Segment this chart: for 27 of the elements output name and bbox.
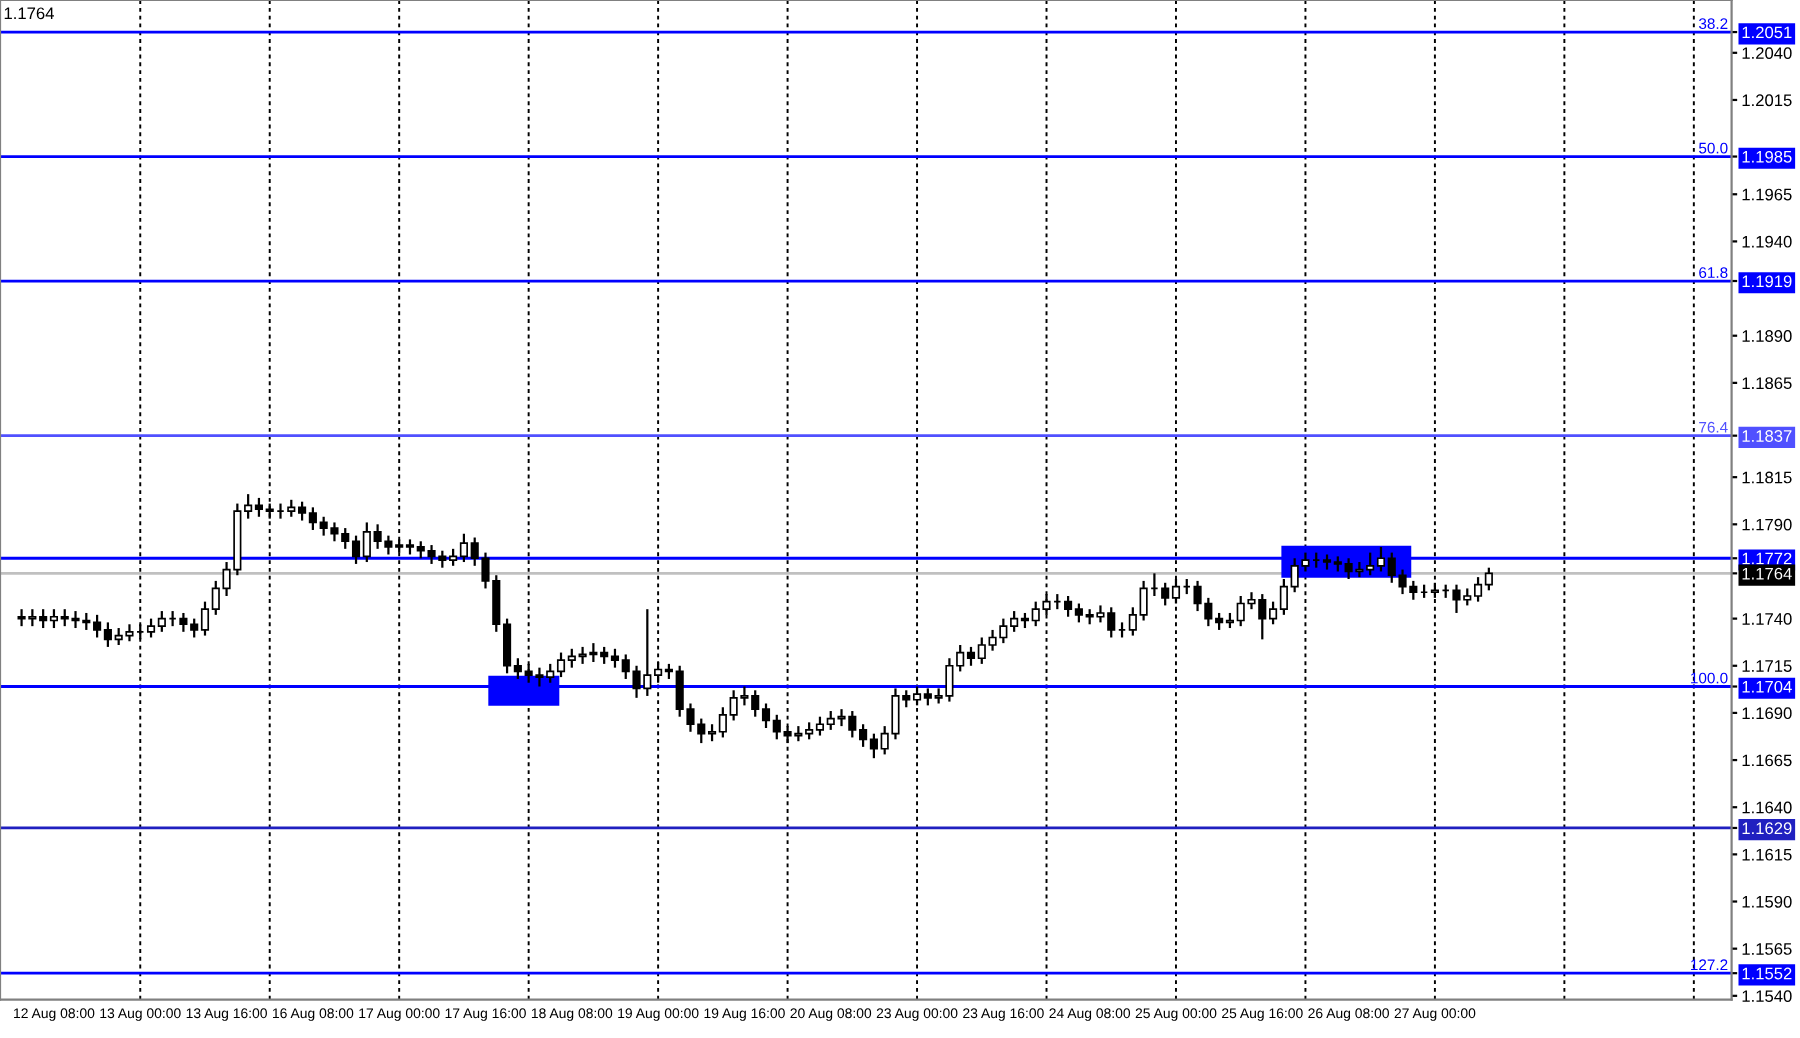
y-tick-label: 1.1690 — [1742, 707, 1792, 720]
y-tick-label: 1.1615 — [1742, 848, 1792, 861]
y-tick-label: 1.1772 — [1742, 552, 1792, 565]
annotation: 1.1764 — [4, 7, 54, 20]
y-tick-label: 1.1965 — [1742, 188, 1792, 201]
y-tick-label: 1.1740 — [1742, 613, 1792, 625]
y-tick-label: 1.1565 — [1742, 943, 1792, 955]
y-tick-label: 1.1865 — [1742, 377, 1792, 390]
y-tick-label: 1.1629 — [1742, 822, 1792, 835]
y-tick-label: 1.1704 — [1742, 680, 1792, 693]
y-tick-label: 1.1540 — [1742, 990, 1792, 1003]
y-tick-label: 1.1815 — [1742, 471, 1792, 484]
y-tick-label: 1.1940 — [1742, 235, 1792, 248]
y-tick-label: 1.1790 — [1742, 518, 1792, 531]
y-tick-label: 1.1764 — [1742, 567, 1792, 580]
y-tick-label: 1.1640 — [1742, 801, 1792, 814]
y-tick-label: 1.2040 — [1742, 47, 1792, 60]
y-tick-label: 1.1919 — [1742, 275, 1792, 288]
y-tick-label: 1.1552 — [1742, 967, 1792, 980]
y-tick-label: 1.1985 — [1742, 150, 1792, 163]
y-tick-label: 1.1665 — [1742, 754, 1792, 767]
y-tick-label: 1.1590 — [1742, 895, 1792, 908]
y-tick-label: 1.1837 — [1742, 430, 1792, 442]
y-tick-label: 1.1890 — [1742, 330, 1792, 342]
y-tick-label: 1.2051 — [1742, 26, 1792, 39]
y-tick-label: 1.1715 — [1742, 660, 1792, 672]
y-tick-label: 1.2015 — [1742, 94, 1792, 107]
